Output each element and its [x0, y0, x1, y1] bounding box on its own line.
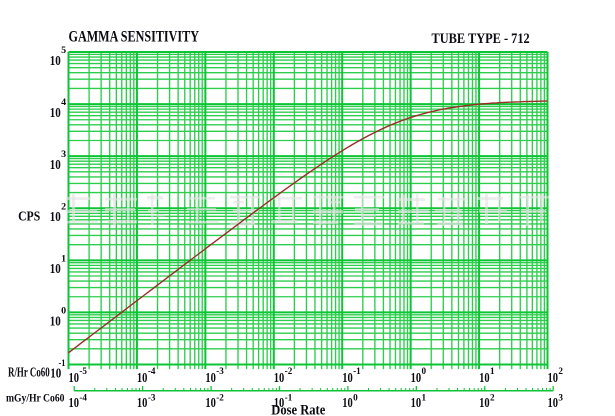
svg-text:mGy/Hr Co60: mGy/Hr Co60	[6, 391, 65, 405]
svg-text:10: 10	[69, 370, 80, 385]
svg-text:Dose Rate: Dose Rate	[271, 403, 325, 416]
svg-text:10: 10	[50, 261, 61, 276]
svg-text:1: 1	[490, 366, 495, 377]
svg-text:-4: -4	[79, 392, 87, 403]
svg-text:10: 10	[137, 370, 148, 385]
svg-text:4: 4	[61, 97, 66, 108]
svg-text:0: 0	[422, 366, 427, 377]
svg-text:10: 10	[342, 395, 353, 410]
svg-text:GAMMA SENSITIVITY: GAMMA SENSITIVITY	[69, 28, 200, 45]
svg-text:-4: -4	[148, 366, 156, 377]
svg-text:10: 10	[411, 370, 422, 385]
svg-text:10: 10	[50, 53, 61, 68]
svg-text:TUBE TYPE - 712: TUBE TYPE - 712	[432, 31, 530, 47]
svg-text:-1: -1	[353, 366, 361, 377]
svg-text:-1: -1	[59, 358, 66, 369]
svg-text:-1: -1	[285, 392, 293, 403]
svg-text:10: 10	[50, 313, 61, 328]
svg-text:10: 10	[137, 395, 148, 410]
svg-text:-2: -2	[285, 366, 293, 377]
svg-text:10: 10	[69, 395, 80, 410]
svg-text:10: 10	[479, 370, 490, 385]
svg-text:10: 10	[50, 105, 61, 120]
svg-text:-3: -3	[216, 366, 224, 377]
svg-text:10: 10	[50, 365, 61, 380]
svg-text:10: 10	[205, 395, 216, 410]
svg-text:-3: -3	[148, 392, 156, 403]
svg-text:2: 2	[61, 201, 66, 212]
svg-text:1: 1	[61, 253, 66, 264]
svg-text:10: 10	[548, 395, 559, 410]
svg-text:3: 3	[558, 392, 563, 403]
svg-text:1: 1	[422, 392, 427, 403]
svg-text:3: 3	[61, 149, 66, 160]
svg-text:0: 0	[353, 392, 358, 403]
svg-text:10: 10	[548, 370, 559, 385]
svg-text:-5: -5	[79, 366, 87, 377]
svg-text:10: 10	[274, 370, 285, 385]
svg-text:2: 2	[558, 366, 563, 377]
svg-text:10: 10	[50, 209, 61, 224]
svg-text:5: 5	[61, 45, 66, 56]
svg-text:-2: -2	[216, 392, 224, 403]
svg-text:10: 10	[479, 395, 490, 410]
svg-text:CPS: CPS	[18, 209, 40, 224]
svg-text:10: 10	[411, 395, 422, 410]
svg-text:10: 10	[50, 157, 61, 172]
svg-text:10: 10	[274, 395, 285, 410]
svg-text:R/Hr Co60: R/Hr Co60	[8, 364, 50, 379]
svg-text:2: 2	[490, 392, 495, 403]
svg-text:0: 0	[61, 305, 66, 316]
svg-text:10: 10	[342, 370, 353, 385]
svg-text:10: 10	[205, 370, 216, 385]
